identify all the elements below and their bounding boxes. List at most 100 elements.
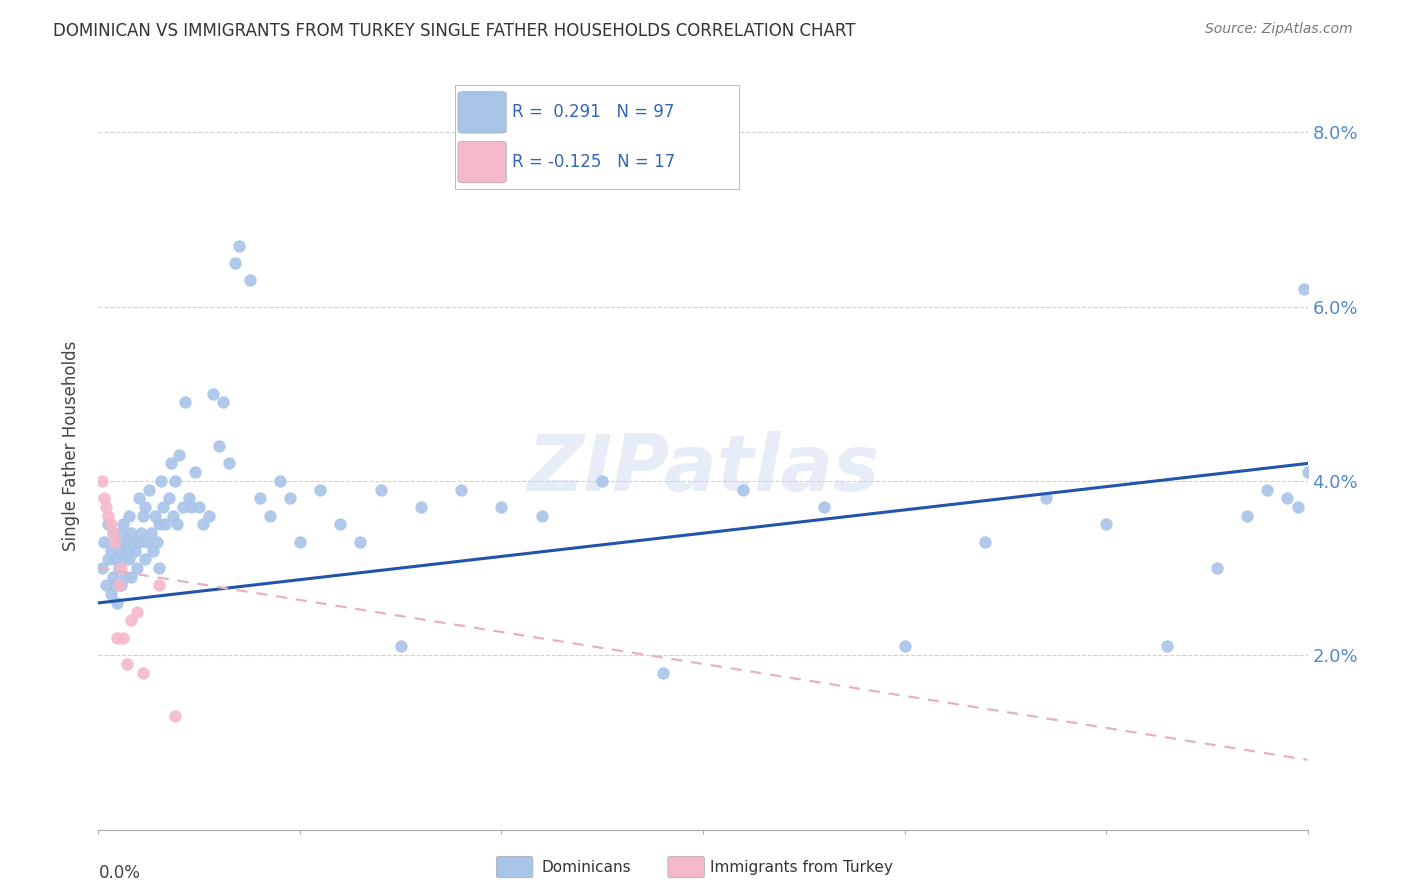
Point xyxy=(142,543,165,558)
Point xyxy=(101,570,124,584)
Point xyxy=(128,491,150,506)
Point xyxy=(134,500,156,514)
Point xyxy=(110,561,132,575)
Text: ZIPatlas: ZIPatlas xyxy=(527,431,879,507)
Point xyxy=(1236,508,1258,523)
Point xyxy=(132,508,155,523)
Point xyxy=(107,578,129,592)
Point xyxy=(124,543,146,558)
Point xyxy=(111,517,134,532)
Point xyxy=(893,640,915,654)
Point xyxy=(111,552,134,566)
Point xyxy=(138,483,160,497)
Point xyxy=(148,578,170,592)
Point xyxy=(409,500,432,514)
Point xyxy=(148,561,170,575)
Text: Dominicans: Dominicans xyxy=(541,860,631,874)
Point xyxy=(733,483,755,497)
Point xyxy=(212,395,235,409)
Point xyxy=(288,534,311,549)
Point xyxy=(97,517,120,532)
Point xyxy=(1156,640,1178,654)
Point xyxy=(651,665,673,680)
Point xyxy=(389,640,412,654)
Point xyxy=(813,500,835,514)
Point xyxy=(128,534,150,549)
Point xyxy=(278,491,301,506)
Point xyxy=(110,578,132,592)
Point xyxy=(107,543,129,558)
Point xyxy=(148,517,170,532)
Point xyxy=(120,613,142,627)
Point xyxy=(174,395,197,409)
Point xyxy=(105,596,128,610)
Point xyxy=(110,526,132,541)
Point xyxy=(103,534,125,549)
Point xyxy=(97,552,120,566)
Point xyxy=(125,605,148,619)
Point xyxy=(120,526,142,541)
Point xyxy=(134,552,156,566)
Point xyxy=(157,491,180,506)
Point xyxy=(450,483,472,497)
Text: DOMINICAN VS IMMIGRANTS FROM TURKEY SINGLE FATHER HOUSEHOLDS CORRELATION CHART: DOMINICAN VS IMMIGRANTS FROM TURKEY SING… xyxy=(53,22,856,40)
Point xyxy=(125,561,148,575)
Point xyxy=(93,534,115,549)
Point xyxy=(160,457,183,471)
Point xyxy=(129,526,152,541)
Point xyxy=(105,631,128,645)
Point xyxy=(184,465,207,479)
Point xyxy=(120,570,142,584)
Point xyxy=(202,386,225,401)
Point xyxy=(491,500,513,514)
Point xyxy=(103,578,125,592)
Point xyxy=(188,500,211,514)
Point xyxy=(1296,465,1319,479)
Point xyxy=(198,508,221,523)
Text: 0.0%: 0.0% xyxy=(98,864,141,882)
Point xyxy=(93,491,115,506)
Point xyxy=(143,508,166,523)
Point xyxy=(591,474,613,488)
Point xyxy=(149,474,172,488)
Point xyxy=(1035,491,1057,506)
Point xyxy=(91,561,114,575)
Point xyxy=(228,238,250,252)
Point xyxy=(208,439,231,453)
Point xyxy=(118,552,141,566)
Point xyxy=(100,543,122,558)
Point xyxy=(218,457,240,471)
Point xyxy=(179,491,201,506)
Point xyxy=(115,543,138,558)
Point xyxy=(1292,282,1315,296)
Point xyxy=(100,517,122,532)
Point xyxy=(1286,500,1309,514)
Text: Immigrants from Turkey: Immigrants from Turkey xyxy=(710,860,893,874)
Point xyxy=(249,491,271,506)
Point xyxy=(1277,491,1299,506)
Point xyxy=(135,534,157,549)
Point xyxy=(974,534,997,549)
Point xyxy=(97,508,120,523)
Point xyxy=(101,526,124,541)
Text: Source: ZipAtlas.com: Source: ZipAtlas.com xyxy=(1205,22,1353,37)
Point xyxy=(329,517,352,532)
Point xyxy=(1256,483,1278,497)
Point xyxy=(118,508,141,523)
Point xyxy=(163,474,186,488)
Point xyxy=(146,534,169,549)
Point xyxy=(180,500,202,514)
Point xyxy=(1095,517,1118,532)
Point xyxy=(96,578,118,592)
Point xyxy=(153,517,176,532)
Point xyxy=(163,709,186,723)
Point xyxy=(239,273,262,287)
Point xyxy=(309,483,332,497)
Point xyxy=(370,483,392,497)
Point xyxy=(107,561,129,575)
Point xyxy=(166,517,188,532)
Point xyxy=(96,500,118,514)
Point xyxy=(114,534,136,549)
Y-axis label: Single Father Households: Single Father Households xyxy=(62,341,80,551)
Point xyxy=(167,448,190,462)
